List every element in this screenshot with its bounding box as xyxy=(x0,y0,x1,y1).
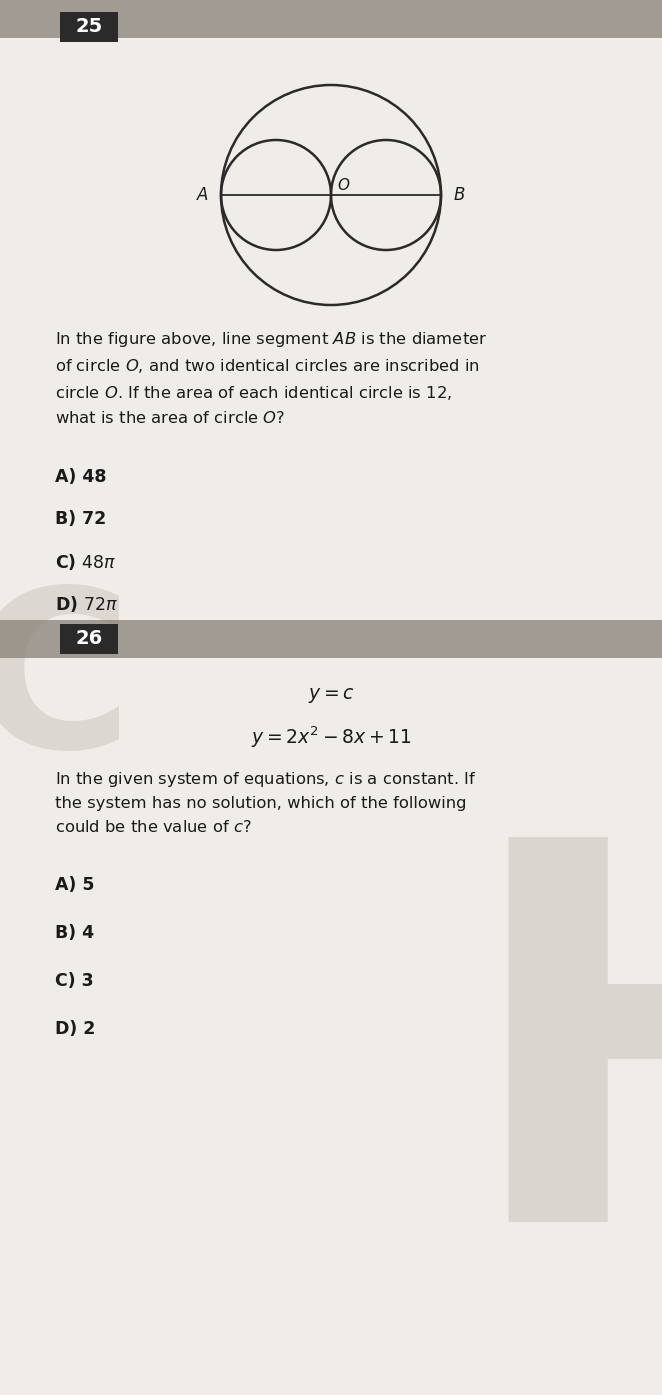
Text: D) 2: D) 2 xyxy=(55,1020,95,1038)
Text: B) 72: B) 72 xyxy=(55,511,106,527)
Text: In the given system of equations, $\mathit{c}$ is a constant. If
the system has : In the given system of equations, $\math… xyxy=(55,770,477,836)
Text: 25: 25 xyxy=(75,18,103,36)
Text: C: C xyxy=(0,580,133,794)
FancyBboxPatch shape xyxy=(60,624,118,654)
Text: A) 48: A) 48 xyxy=(55,467,107,485)
Text: C) 3: C) 3 xyxy=(55,972,93,990)
Text: C) $48\pi$: C) $48\pi$ xyxy=(55,552,117,572)
Text: H: H xyxy=(460,820,662,1332)
Text: $y = c$: $y = c$ xyxy=(308,686,354,704)
Text: $B$: $B$ xyxy=(453,186,465,204)
Text: $y = 2x^2 - 8x + 11$: $y = 2x^2 - 8x + 11$ xyxy=(251,724,411,749)
Text: $O$: $O$ xyxy=(337,177,350,193)
Text: A) 5: A) 5 xyxy=(55,876,95,894)
Text: B) 4: B) 4 xyxy=(55,923,94,942)
Text: 26: 26 xyxy=(75,629,103,649)
Text: D) $72\pi$: D) $72\pi$ xyxy=(55,594,118,614)
Text: $A$: $A$ xyxy=(196,186,209,204)
FancyBboxPatch shape xyxy=(60,13,118,42)
Bar xyxy=(0,0,662,38)
Bar xyxy=(0,619,662,658)
Text: In the figure above, line segment $\mathit{AB}$ is the diameter
of circle $\math: In the figure above, line segment $\math… xyxy=(55,331,487,425)
